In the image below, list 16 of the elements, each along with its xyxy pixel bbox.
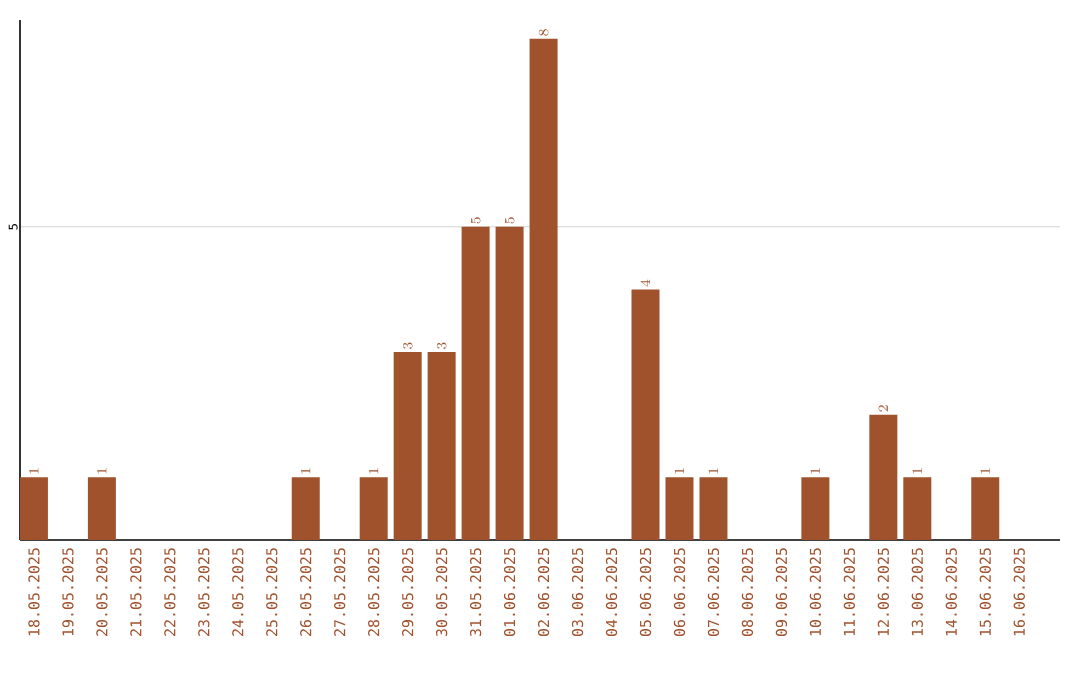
bar (631, 289, 660, 540)
bar (461, 226, 490, 540)
bar (529, 38, 558, 540)
bar (903, 477, 932, 540)
bar (869, 414, 898, 540)
bar (291, 477, 320, 540)
bar (87, 477, 116, 540)
bar (665, 477, 694, 540)
bar (971, 477, 1000, 540)
bar (495, 226, 524, 540)
bar (359, 477, 388, 540)
bar (699, 477, 728, 540)
bar (20, 477, 48, 540)
bar (393, 352, 422, 540)
bar (427, 352, 456, 540)
bar (801, 477, 830, 540)
